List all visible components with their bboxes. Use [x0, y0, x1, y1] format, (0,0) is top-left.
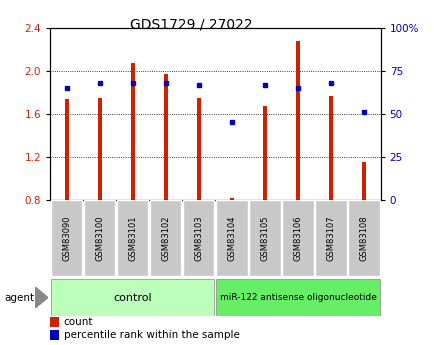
Bar: [328, 96, 332, 200]
Bar: [51, 200, 82, 276]
Bar: [117, 200, 148, 276]
Bar: [361, 162, 365, 200]
Bar: [183, 200, 214, 276]
Bar: [282, 200, 313, 276]
Text: GSM83106: GSM83106: [293, 215, 302, 261]
Bar: [64, 99, 69, 200]
Bar: [51, 279, 214, 316]
Bar: [249, 200, 280, 276]
Text: GSM83104: GSM83104: [227, 215, 236, 261]
Bar: [163, 74, 168, 200]
Text: count: count: [63, 317, 93, 327]
Text: GDS1729 / 27022: GDS1729 / 27022: [130, 17, 252, 31]
Bar: [50, 317, 59, 327]
Bar: [150, 200, 181, 276]
Bar: [262, 106, 266, 200]
Bar: [50, 330, 59, 340]
Bar: [130, 63, 135, 200]
Text: GSM83090: GSM83090: [62, 215, 71, 261]
Bar: [295, 41, 299, 200]
Text: miR-122 antisense oligonucleotide: miR-122 antisense oligonucleotide: [219, 293, 375, 302]
Text: GSM83100: GSM83100: [95, 215, 104, 261]
Text: GSM83102: GSM83102: [161, 215, 170, 261]
Bar: [315, 200, 346, 276]
Text: GSM83107: GSM83107: [326, 215, 335, 261]
Text: control: control: [113, 293, 151, 303]
Bar: [84, 200, 115, 276]
Bar: [229, 198, 233, 200]
Text: percentile rank within the sample: percentile rank within the sample: [63, 330, 239, 340]
Text: GSM83101: GSM83101: [128, 215, 137, 261]
Bar: [348, 200, 379, 276]
Polygon shape: [35, 287, 48, 308]
Bar: [196, 98, 201, 200]
Bar: [97, 98, 102, 200]
Text: GSM83108: GSM83108: [359, 215, 368, 261]
Text: GSM83103: GSM83103: [194, 215, 203, 261]
Bar: [216, 200, 247, 276]
Text: agent: agent: [4, 293, 34, 303]
Text: GSM83105: GSM83105: [260, 215, 269, 261]
Bar: [216, 279, 379, 316]
